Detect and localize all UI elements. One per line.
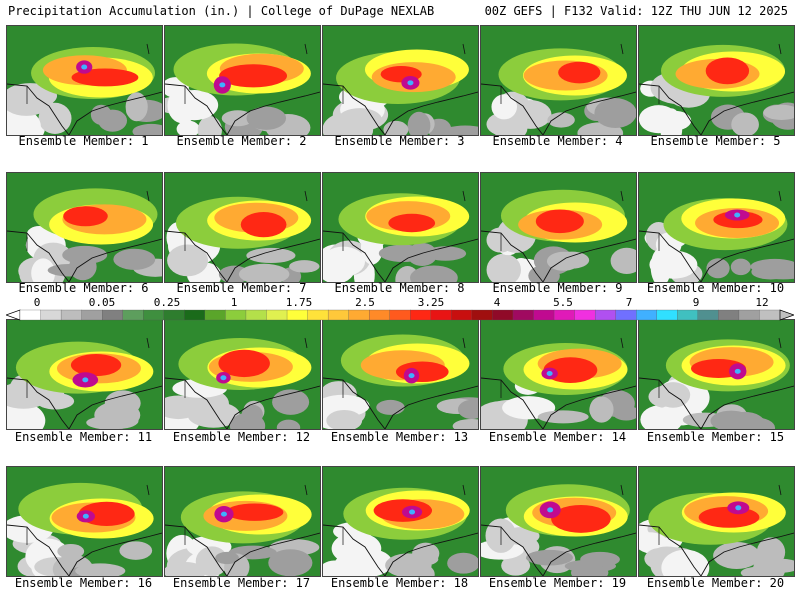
- colorbar-tick-label: 4: [493, 296, 501, 309]
- colorbar-swatch: [369, 309, 391, 321]
- colorbar-tick-label: 1.75: [285, 296, 313, 309]
- colorbar-swatch: [553, 309, 576, 321]
- ensemble-member-map: [480, 319, 637, 430]
- colorbar-swatch: [266, 309, 288, 321]
- colorbar-swatch: [471, 309, 493, 321]
- colorbar-tick-label: 0.25: [153, 296, 181, 309]
- colorbar-swatch: [102, 309, 124, 321]
- ensemble-member-label: Ensemble Member: 8: [334, 281, 465, 295]
- model-run-info: 00Z GEFS | F132 Valid: 12Z THU JUN 12 20…: [484, 4, 788, 18]
- colorbar-swatch: [533, 309, 555, 321]
- colorbar-swatch: [40, 309, 62, 321]
- ensemble-member-map: [322, 319, 479, 430]
- ensemble-member-map: [322, 172, 479, 283]
- colorbar-swatch: [143, 309, 165, 321]
- colorbar-swatch: [204, 309, 226, 321]
- colorbar-tick-label: 12: [755, 296, 769, 309]
- colorbar-swatch: [348, 309, 370, 321]
- colorbar-swatch: [615, 309, 637, 321]
- ensemble-member-label: Ensemble Member: 13: [330, 430, 469, 444]
- colorbar-swatch: [574, 309, 596, 321]
- ensemble-member-map: [480, 172, 637, 283]
- ensemble-member-label: Ensemble Member: 18: [330, 576, 469, 590]
- ensemble-member-map: [480, 25, 637, 136]
- colorbar-swatch: [163, 309, 185, 321]
- ensemble-member-map: [480, 466, 637, 577]
- colorbar-swatch: [677, 309, 699, 321]
- colorbar-swatch: [327, 309, 350, 321]
- ensemble-member-label: Ensemble Member: 12: [172, 430, 311, 444]
- ensemble-member-label: Ensemble Member: 20: [646, 576, 785, 590]
- ensemble-member-map: [6, 172, 163, 283]
- colorbar-swatch: [636, 309, 658, 321]
- ensemble-member-label: Ensemble Member: 14: [488, 430, 627, 444]
- ensemble-member-label: Ensemble Member: 3: [334, 134, 465, 148]
- colorbar-swatch: [245, 309, 267, 321]
- ensemble-member-map: [164, 466, 321, 577]
- ensemble-member-map: [6, 25, 163, 136]
- ensemble-member-map: [322, 25, 479, 136]
- colorbar-swatch: [122, 309, 144, 321]
- colorbar-swatch: [656, 309, 678, 321]
- colorbar-swatch: [430, 309, 452, 321]
- colorbar-tick-label: 1: [230, 296, 238, 309]
- colorbar-swatch: [718, 309, 740, 321]
- ensemble-member-label: Ensemble Member: 15: [646, 430, 785, 444]
- ensemble-member-map: [6, 319, 163, 430]
- colorbar-swatch: [492, 309, 514, 321]
- colorbar-tick-label: 9: [692, 296, 700, 309]
- colorbar-swatch: [389, 309, 411, 321]
- map-title: Precipitation Accumulation (in.) | Colle…: [8, 4, 435, 18]
- ensemble-member-label: Ensemble Member: 9: [492, 281, 623, 295]
- colorbar-swatch: [697, 309, 719, 321]
- ensemble-member-label: Ensemble Member: 1: [18, 134, 149, 148]
- ensemble-member-label: Ensemble Member: 17: [172, 576, 311, 590]
- colorbar-swatch: [307, 309, 329, 321]
- ensemble-member-label: Ensemble Member: 5: [650, 134, 781, 148]
- colorbar-right-arrow: [779, 309, 794, 321]
- ensemble-member-label: Ensemble Member: 7: [176, 281, 307, 295]
- colorbar-swatch: [410, 309, 432, 321]
- ensemble-member-map: [638, 25, 795, 136]
- colorbar-tick-label: 7: [625, 296, 633, 309]
- ensemble-member-label: Ensemble Member: 4: [492, 134, 623, 148]
- colorbar-swatch: [225, 309, 247, 321]
- colorbar-swatch: [512, 309, 534, 321]
- ensemble-member-map: [638, 319, 795, 430]
- colorbar-swatch: [184, 309, 206, 321]
- precip-colorbar: [6, 309, 794, 321]
- ensemble-member-map: [638, 466, 795, 577]
- ensemble-member-map: [164, 25, 321, 136]
- ensemble-member-label: Ensemble Member: 16: [14, 576, 153, 590]
- ensemble-member-map: [638, 172, 795, 283]
- colorbar-swatch: [451, 309, 473, 321]
- ensemble-member-map: [6, 466, 163, 577]
- ensemble-member-map: [164, 319, 321, 430]
- colorbar-swatch: [759, 309, 781, 321]
- ensemble-member-map: [164, 172, 321, 283]
- colorbar-tick-label: 5.5: [553, 296, 573, 309]
- colorbar-tick-label: 0: [33, 296, 41, 309]
- ensemble-member-label: Ensemble Member: 10: [646, 281, 785, 295]
- ensemble-member-label: Ensemble Member: 2: [176, 134, 307, 148]
- colorbar-swatch: [594, 309, 617, 321]
- colorbar-tick-label: 2.5: [355, 296, 375, 309]
- colorbar-tick-label: 0.05: [88, 296, 116, 309]
- ensemble-member-label: Ensemble Member: 6: [18, 281, 149, 295]
- ensemble-member-map: [322, 466, 479, 577]
- colorbar-swatch: [286, 309, 309, 321]
- colorbar-swatch: [60, 309, 83, 321]
- colorbar-swatch: [738, 309, 760, 321]
- colorbar-tick-label: 3.25: [417, 296, 445, 309]
- colorbar-swatch: [19, 309, 41, 321]
- colorbar-left-arrow: [6, 309, 21, 321]
- colorbar-swatch: [81, 309, 103, 321]
- ensemble-member-label: Ensemble Member: 11: [14, 430, 153, 444]
- ensemble-member-label: Ensemble Member: 19: [488, 576, 627, 590]
